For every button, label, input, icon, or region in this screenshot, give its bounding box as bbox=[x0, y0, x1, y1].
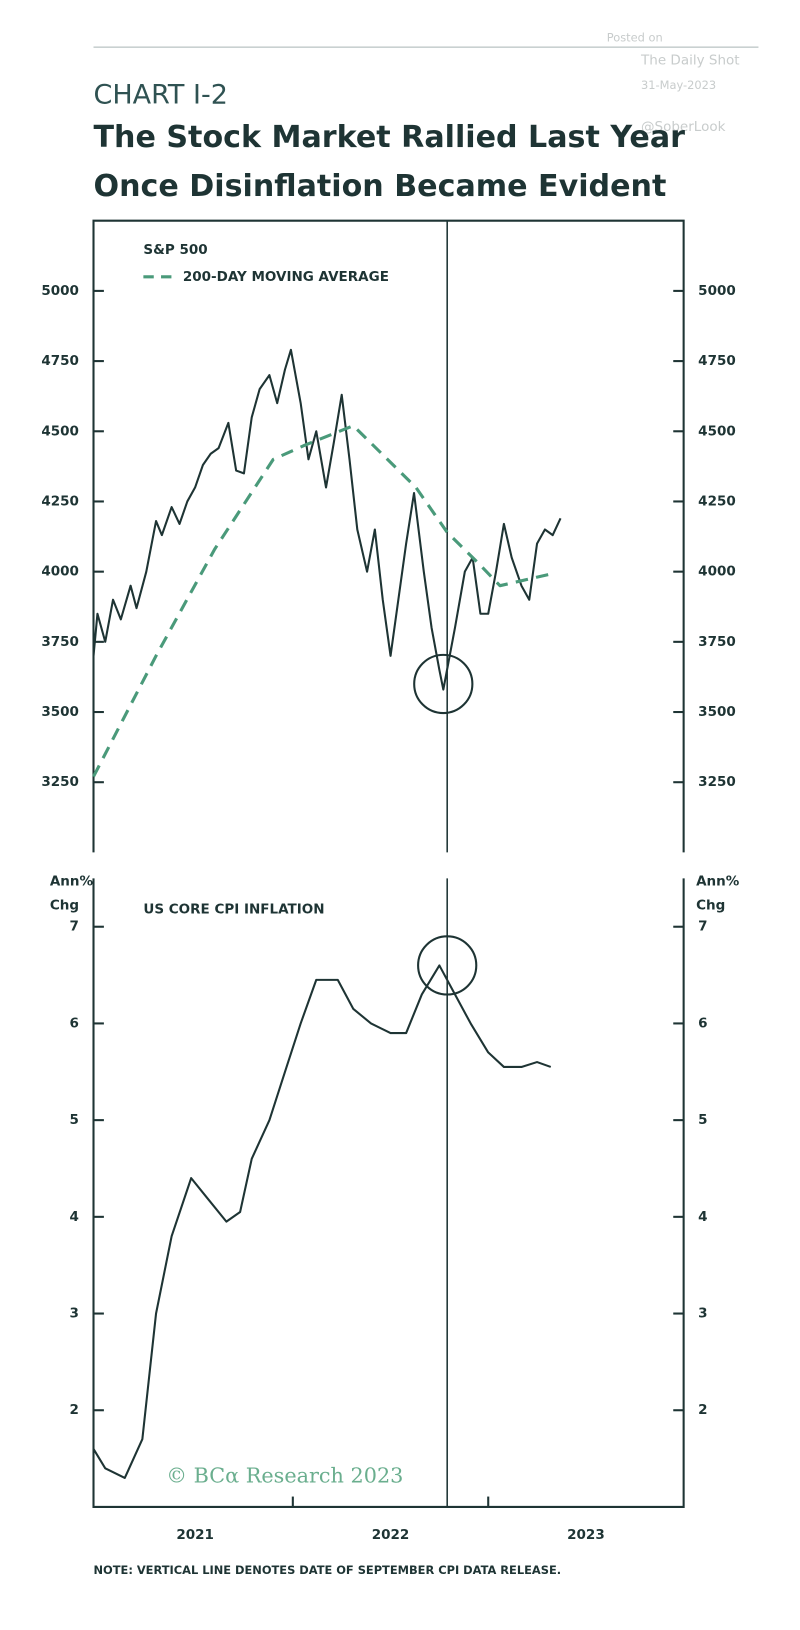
panel-label: US CORE CPI INFLATION bbox=[143, 902, 324, 918]
y-tick-label: 7 bbox=[698, 919, 707, 935]
y-tick-label: 7 bbox=[70, 919, 79, 935]
x-tick-label: 2022 bbox=[372, 1527, 410, 1543]
top-frame bbox=[92, 219, 685, 853]
watermark: Posted on bbox=[607, 30, 663, 44]
y-tick-label: 2 bbox=[70, 1402, 79, 1418]
y-tick-label: 4 bbox=[698, 1209, 707, 1225]
x-tick-label: 2023 bbox=[567, 1527, 605, 1543]
y-tick-label: 3500 bbox=[41, 704, 79, 720]
y-tick-label: 5 bbox=[698, 1112, 707, 1128]
y-tick-label: 4500 bbox=[698, 423, 736, 439]
y-tick-label: 5000 bbox=[41, 283, 79, 299]
y-tick-label: 6 bbox=[698, 1015, 707, 1031]
y-tick-label: 6 bbox=[70, 1015, 79, 1031]
chart-title: The Stock Market Rallied Last Year bbox=[94, 120, 686, 155]
y-axis-label: Ann% bbox=[696, 873, 740, 889]
x-tick-label: 2021 bbox=[176, 1527, 214, 1543]
series-line bbox=[92, 964, 552, 1479]
y-tick-label: 4750 bbox=[41, 353, 79, 369]
y-tick-label: 3750 bbox=[41, 634, 79, 650]
y-tick-label: 5 bbox=[70, 1112, 79, 1128]
highlight-circle bbox=[417, 935, 478, 996]
y-axis-label: Ann% bbox=[50, 873, 94, 889]
y-tick-label: 3250 bbox=[698, 774, 736, 790]
y-axis-label: Chg bbox=[50, 897, 79, 913]
series-line bbox=[92, 424, 550, 778]
watermark: @SoberLook bbox=[641, 119, 726, 135]
note: NOTE: VERTICAL LINE DENOTES DATE OF SEPT… bbox=[94, 1563, 562, 1577]
y-tick-label: 3 bbox=[698, 1306, 707, 1322]
y-tick-label: 4500 bbox=[41, 423, 79, 439]
y-tick-label: 3750 bbox=[698, 634, 736, 650]
y-axis-label: Chg bbox=[696, 897, 725, 913]
watermark: The Daily Shot bbox=[640, 53, 740, 69]
y-tick-label: 4000 bbox=[41, 564, 79, 580]
bottom-frame bbox=[92, 878, 685, 1508]
y-tick-label: 3 bbox=[70, 1306, 79, 1322]
watermark: 31-May-2023 bbox=[641, 78, 716, 92]
y-tick-label: 3500 bbox=[698, 704, 736, 720]
legend-label: 200-DAY MOVING AVERAGE bbox=[183, 269, 389, 285]
y-tick-label: 4250 bbox=[41, 493, 79, 509]
y-tick-label: 4000 bbox=[698, 564, 736, 580]
y-tick-label: 4250 bbox=[698, 493, 736, 509]
chart-label: CHART I-2 bbox=[94, 80, 228, 111]
series-line bbox=[92, 348, 562, 691]
y-tick-label: 5000 bbox=[698, 283, 736, 299]
highlight-circle bbox=[413, 653, 474, 715]
y-tick-label: 4 bbox=[70, 1209, 79, 1225]
y-tick-label: 3250 bbox=[41, 774, 79, 790]
y-tick-label: 2 bbox=[698, 1402, 707, 1418]
legend-label: S&P 500 bbox=[143, 242, 207, 258]
chart-title: Once Disinflation Became Evident bbox=[94, 169, 667, 204]
credit: © BCα Research 2023 bbox=[166, 1463, 403, 1487]
y-tick-label: 4750 bbox=[698, 353, 736, 369]
